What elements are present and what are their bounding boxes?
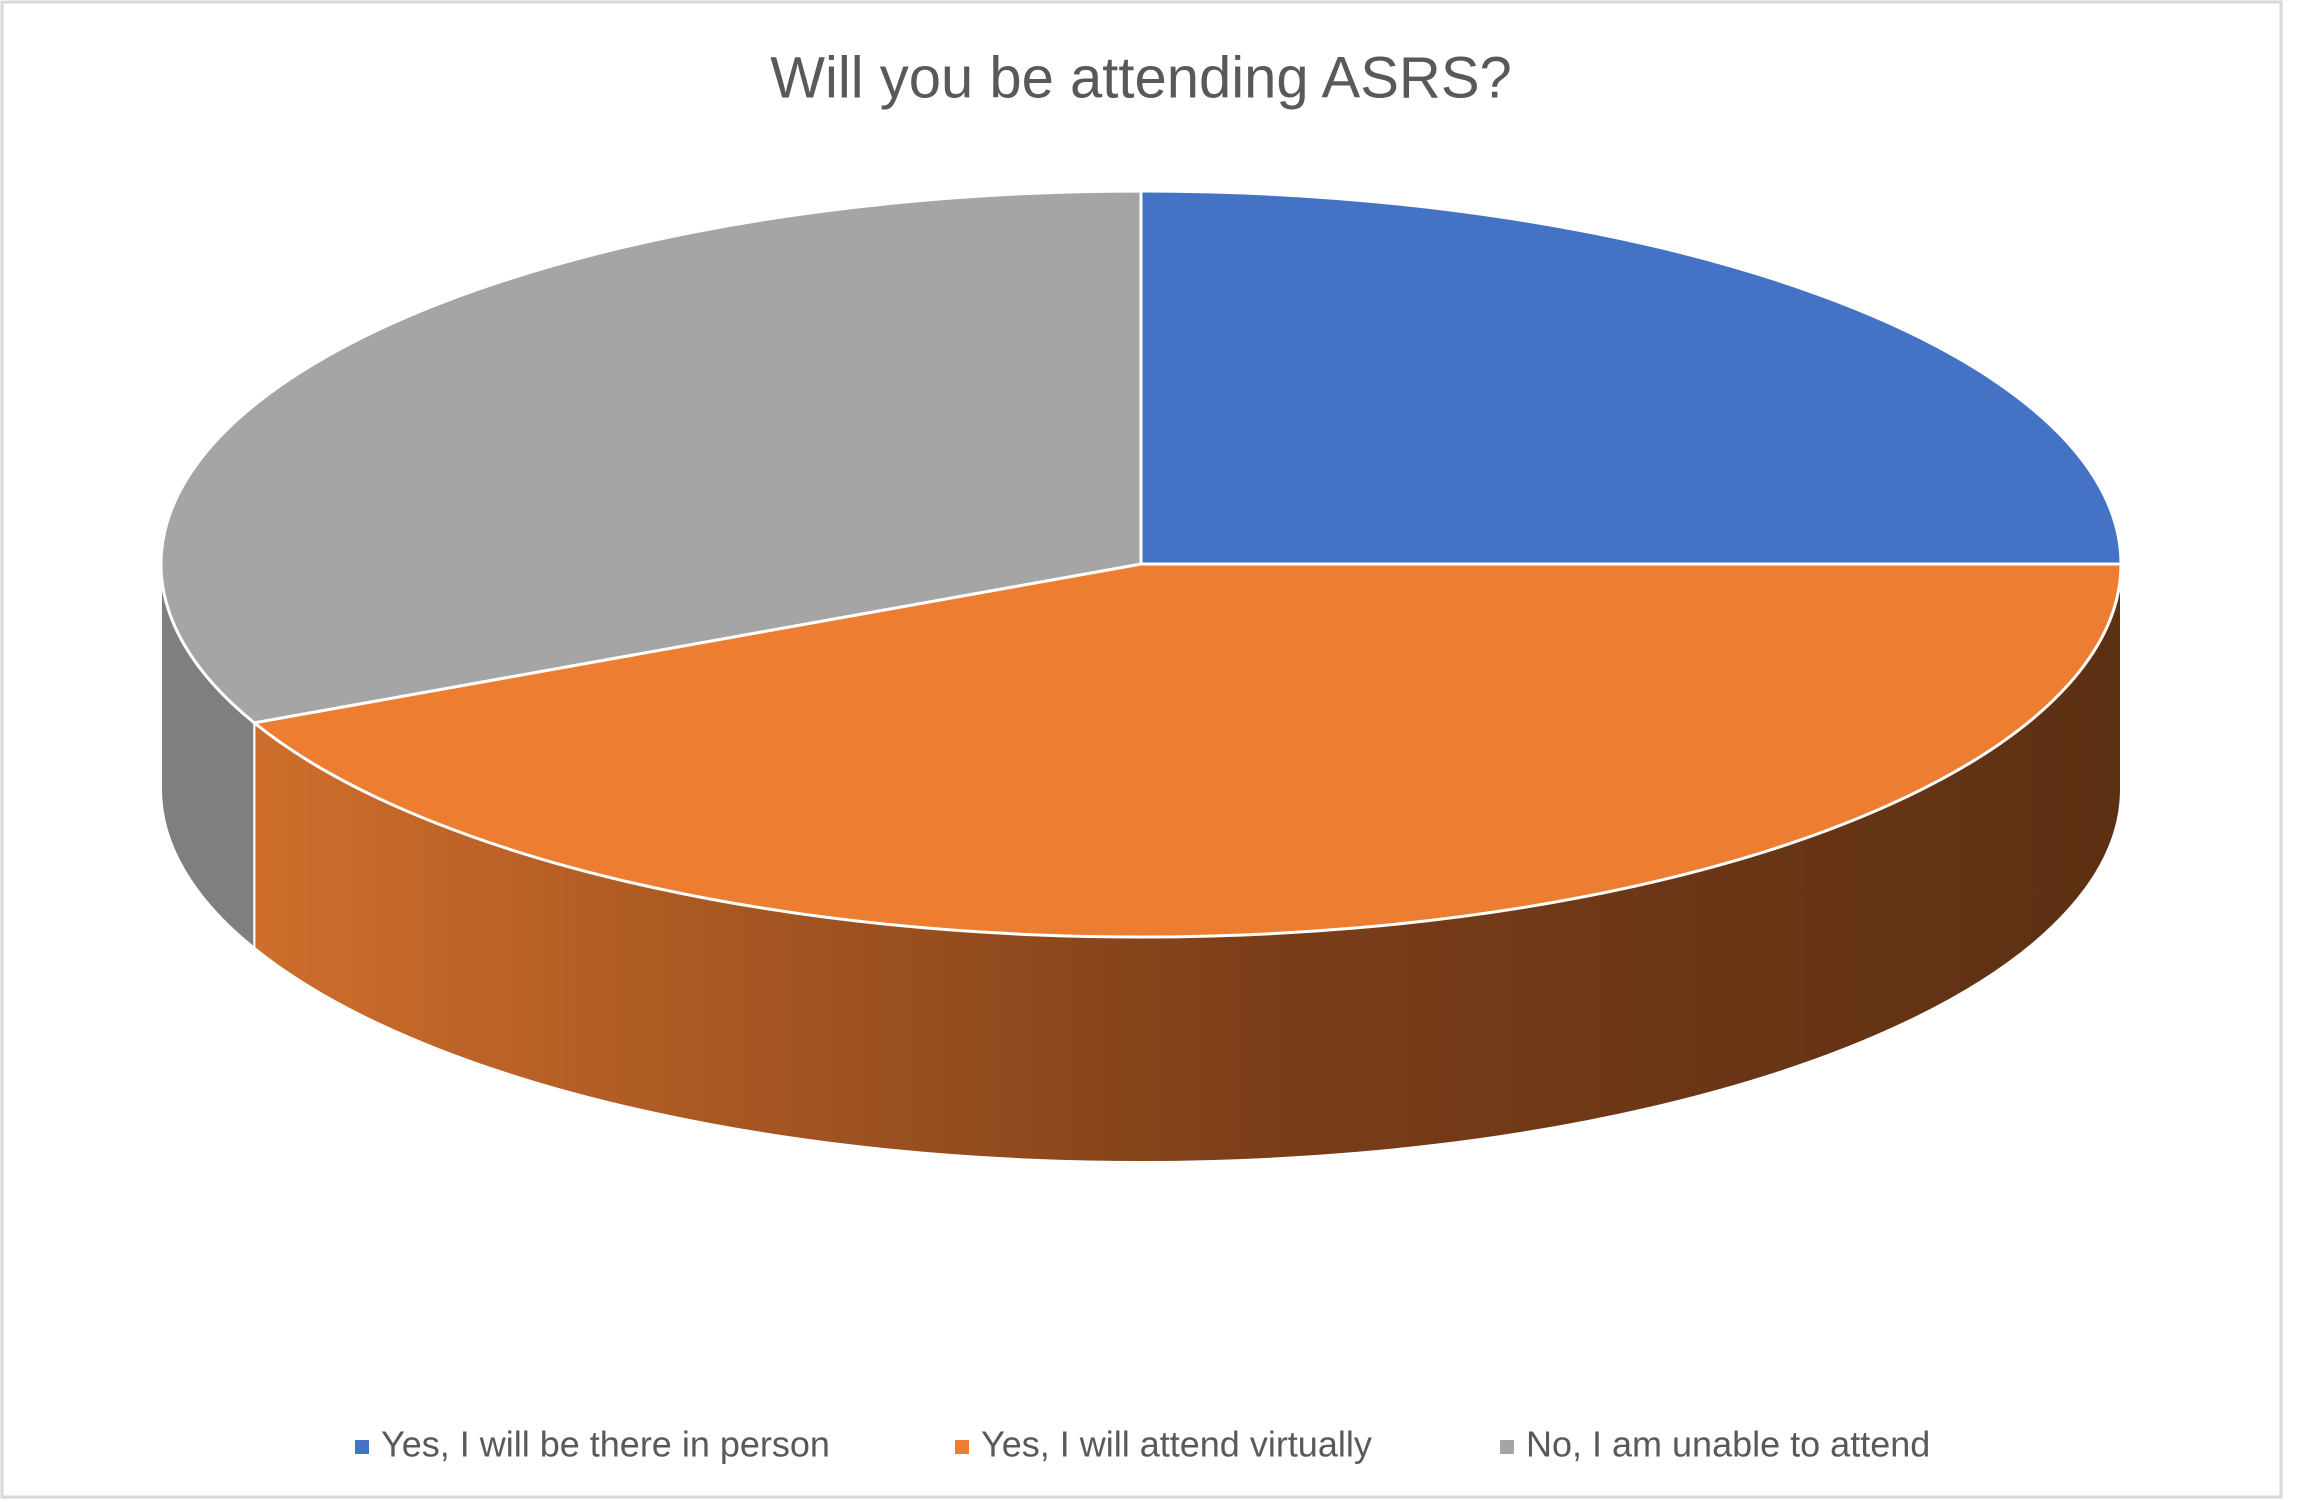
pie-slice — [250, 562, 2123, 939]
legend-swatch — [355, 1440, 369, 1454]
legend-label: Yes, I will attend virtually — [981, 1424, 1372, 1465]
legend-label: No, I am unable to attend — [1526, 1424, 1930, 1465]
legend-swatch — [1500, 1440, 1514, 1454]
pie-slice — [1139, 189, 2123, 566]
pie-slice — [159, 189, 1143, 725]
legend-swatch — [955, 1440, 969, 1454]
chart-title: Will you be attending ASRS? — [770, 45, 1512, 110]
legend-label: Yes, I will be there in person — [381, 1424, 830, 1465]
